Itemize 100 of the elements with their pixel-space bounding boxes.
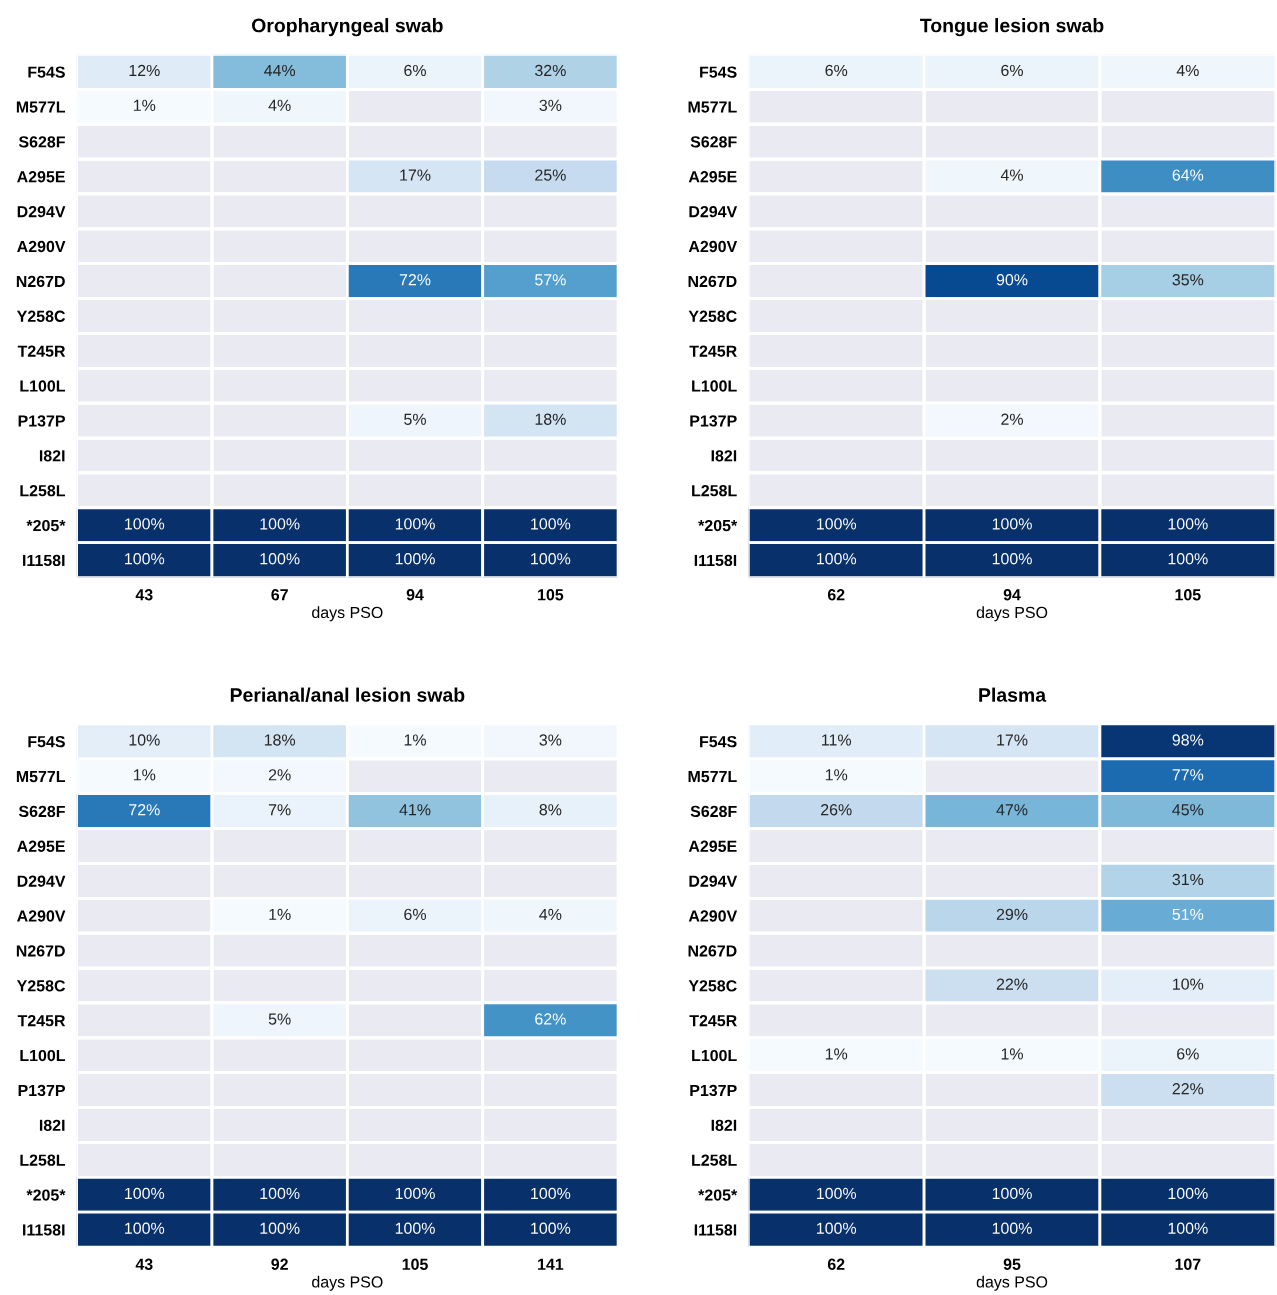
data-label: 22%	[996, 978, 1028, 990]
y-tick-label: L100L	[692, 380, 737, 392]
y-tick-label: A290V	[688, 910, 738, 922]
y-tick-label: L100L	[20, 380, 66, 392]
x-tick-label: 105	[1175, 589, 1201, 601]
data-label: 31%	[1172, 873, 1204, 886]
data-label: 100%	[395, 1187, 435, 1200]
chart-title: Tongue lesion swab	[920, 18, 1104, 37]
x-tick-label: 95	[1003, 1258, 1021, 1270]
y-tick-label: A290V	[688, 240, 738, 253]
data-label: 10%	[1173, 978, 1204, 990]
x-tick-label: 43	[135, 1258, 153, 1270]
y-tick-label: I1158I	[23, 1224, 65, 1236]
x-tick-label: 107	[1175, 1258, 1201, 1270]
y-tick-label: I1158I	[694, 554, 737, 567]
data-label: 6%	[404, 64, 426, 77]
chart-title: Oropharyngeal swab	[251, 18, 443, 37]
y-tick-label: Y258C	[688, 310, 737, 322]
y-tick-label: I1158I	[694, 1224, 737, 1236]
data-label: 41%	[399, 804, 431, 816]
data-label: 1%	[1001, 1048, 1023, 1060]
y-tick-label: M577L	[16, 771, 66, 783]
data-label: 100%	[1168, 553, 1208, 565]
y-tick-label: S628F	[18, 805, 65, 818]
x-tick-label: 92	[271, 1258, 288, 1270]
y-tick-label: I82I	[711, 450, 737, 462]
x-tick-label: 105	[538, 589, 564, 601]
data-label: 3%	[539, 99, 562, 111]
y-tick-label: F54S	[28, 735, 65, 748]
y-tick-label: I82I	[39, 1119, 65, 1131]
data-label: 100%	[817, 518, 857, 530]
data-label: 100%	[531, 553, 571, 565]
y-tick-label: Y258C	[16, 980, 66, 992]
data-label: 51%	[1172, 908, 1204, 921]
data-label: 100%	[992, 518, 1032, 530]
data-label: 100%	[395, 518, 435, 530]
data-label: 4%	[539, 908, 562, 920]
y-tick-label: L258L	[692, 485, 737, 497]
y-tick-label: D294V	[17, 875, 66, 887]
y-tick-label: F54S	[700, 735, 737, 748]
y-tick-label: L100L	[692, 1049, 737, 1062]
y-tick-label: S628F	[18, 136, 65, 148]
x-tick-label: 141	[538, 1258, 564, 1270]
data-label: 90%	[996, 274, 1028, 286]
data-label: 1%	[404, 734, 426, 746]
y-tick-label: A295E	[688, 171, 737, 183]
data-label: 100%	[260, 553, 300, 565]
y-tick-label: Y258C	[688, 980, 737, 992]
data-label: 72%	[129, 804, 160, 816]
data-label: 8%	[539, 804, 562, 816]
y-tick-label: T245R	[689, 1015, 737, 1027]
data-label: 100%	[817, 553, 857, 565]
y-tick-label: I82I	[711, 1119, 737, 1131]
data-label: 7%	[268, 804, 291, 816]
data-label: 11%	[822, 734, 852, 746]
data-label: 100%	[531, 1222, 571, 1234]
data-label: 26%	[821, 804, 852, 816]
y-tick-label: T245R	[17, 1015, 66, 1027]
data-label: 100%	[125, 553, 165, 565]
data-label: 100%	[125, 518, 165, 530]
x-tick-label: 62	[827, 1258, 845, 1270]
y-tick-label: N267D	[688, 945, 737, 957]
data-label: 100%	[1168, 1222, 1208, 1234]
data-label: 45%	[1172, 804, 1204, 816]
data-label: 6%	[1177, 1048, 1199, 1060]
y-tick-label: P137P	[690, 1084, 737, 1097]
data-label: 2%	[1001, 413, 1023, 425]
data-label: 1%	[133, 99, 156, 111]
y-tick-label: F54S	[28, 66, 65, 78]
x-tick-label: 105	[402, 1258, 428, 1270]
x-axis-title: days PSO	[312, 1275, 383, 1291]
data-label: 100%	[125, 1222, 165, 1234]
y-tick-label: T245R	[17, 345, 66, 357]
y-tick-label: P137P	[690, 415, 737, 427]
data-label: 1%	[825, 769, 848, 781]
data-label: 47%	[996, 804, 1028, 816]
data-label: 77%	[1172, 769, 1204, 781]
data-label: 10%	[129, 734, 160, 746]
data-label: 57%	[535, 274, 566, 286]
data-label: 35%	[1172, 274, 1204, 286]
data-label: 22%	[1172, 1083, 1204, 1095]
y-tick-label: *205*	[26, 1189, 66, 1201]
data-label: 18%	[264, 734, 296, 746]
y-tick-label: A295E	[688, 840, 737, 852]
data-label: 2%	[268, 769, 291, 781]
data-label: 64%	[1172, 169, 1204, 181]
y-tick-label: D294V	[689, 875, 738, 887]
x-tick-label: 43	[135, 589, 153, 601]
chart-title: Plasma	[979, 687, 1047, 702]
chart-title: Perianal/anal lesion swab	[230, 687, 465, 703]
y-tick-label: S628F	[690, 136, 737, 148]
data-label: 100%	[260, 1187, 300, 1200]
y-tick-label: *205*	[26, 519, 66, 532]
x-axis-title: days PSO	[312, 606, 383, 622]
data-label: 3%	[539, 734, 562, 746]
data-label: 4%	[1000, 169, 1023, 181]
data-label: 100%	[817, 1187, 857, 1200]
y-tick-label: L100L	[20, 1049, 66, 1062]
x-axis-title: days PSO	[976, 1275, 1048, 1291]
data-label: 100%	[260, 518, 300, 530]
